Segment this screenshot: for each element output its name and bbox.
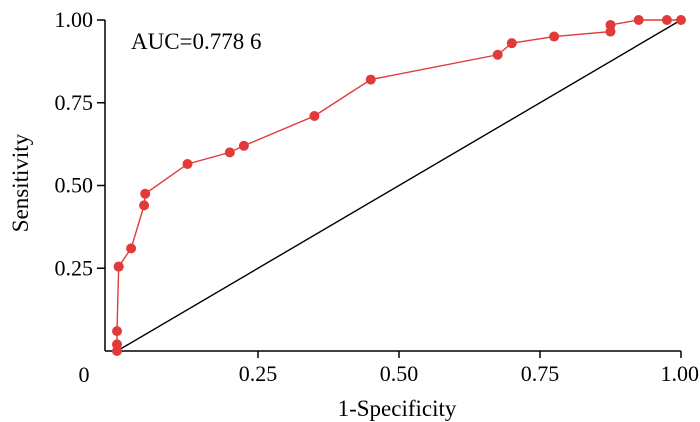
roc-point bbox=[112, 339, 122, 350]
reference-diagonal-line bbox=[116, 19, 682, 352]
roc-point bbox=[182, 158, 193, 169]
roc-point bbox=[365, 74, 376, 85]
roc-point bbox=[676, 15, 686, 25]
roc-point bbox=[549, 31, 560, 42]
roc-point bbox=[633, 15, 644, 25]
roc-point bbox=[126, 243, 137, 254]
reference-line-group bbox=[116, 19, 682, 352]
x-tick-label: 0.50 bbox=[380, 361, 419, 386]
roc-point bbox=[112, 326, 122, 337]
roc-points-group bbox=[112, 15, 686, 356]
roc-point bbox=[506, 38, 517, 49]
roc-point bbox=[139, 200, 150, 211]
roc-point bbox=[605, 19, 616, 30]
roc-point bbox=[238, 140, 249, 151]
y-tick-label: 0.25 bbox=[55, 255, 94, 280]
x-tick-label: 0.75 bbox=[521, 361, 560, 386]
x-axis-title: 1-Specificity bbox=[338, 396, 457, 421]
y-tick-label: 1.00 bbox=[55, 7, 94, 32]
roc-point bbox=[140, 188, 151, 199]
axes bbox=[104, 20, 681, 352]
auc-annotation: AUC=0.778 6 bbox=[131, 29, 262, 54]
y-tick-label: 0.75 bbox=[55, 90, 94, 115]
roc-point bbox=[492, 49, 503, 60]
roc-point bbox=[661, 15, 672, 25]
origin-label: 0 bbox=[79, 362, 90, 387]
roc-point bbox=[224, 147, 235, 158]
roc-point bbox=[113, 261, 124, 272]
y-tick-label: 0.50 bbox=[55, 173, 94, 198]
x-tick-label: 1.00 bbox=[661, 361, 700, 386]
y-axis-title: Sensitivity bbox=[8, 133, 33, 232]
ticks: 0.25 0.50 0.75 1.00 0.25 0.50 0.75 1.00 bbox=[55, 7, 700, 386]
roc-point bbox=[309, 110, 320, 121]
x-tick-label: 0.25 bbox=[239, 361, 278, 386]
